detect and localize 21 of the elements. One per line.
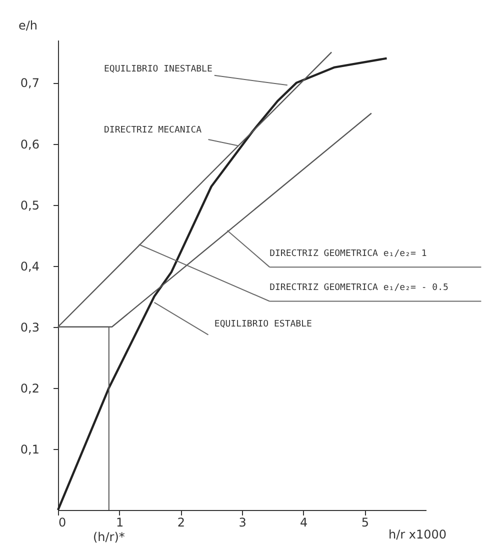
y-tick-label: 0,2 — [20, 381, 40, 396]
x-tick-label: 4 — [300, 516, 308, 530]
annotation: (h/r)* — [92, 530, 125, 544]
y-tick-label: 0,1 — [20, 442, 40, 456]
x-tick-label: 0 — [58, 516, 66, 530]
y-axis-title: e/h — [18, 18, 38, 32]
annotation: EQUILIBRIO ESTABLE — [214, 320, 312, 330]
annotation: EQUILIBRIO INESTABLE — [104, 64, 212, 75]
x-tick-label: 2 — [177, 516, 185, 530]
x-axis-title: h/r x1000 — [388, 528, 447, 542]
y-tick-label: 0,4 — [20, 259, 40, 274]
x-tick-label: 3 — [238, 516, 246, 530]
y-tick-label: 0,3 — [20, 320, 40, 334]
y-tick-label: 0,5 — [20, 198, 40, 212]
y-tick-label: 0,7 — [20, 76, 40, 90]
x-tick-label: 1 — [116, 516, 124, 530]
annotation: DIRECTRIZ MECANICA — [104, 126, 202, 136]
annotation: DIRECTRIZ GEOMETRICA e₁/e₂= 1 — [270, 248, 427, 259]
x-tick-label: 5 — [361, 516, 369, 530]
annotation: DIRECTRIZ GEOMETRICA e₁/e₂= - 0.5 — [270, 283, 448, 294]
y-tick-label: 0,6 — [20, 137, 40, 152]
